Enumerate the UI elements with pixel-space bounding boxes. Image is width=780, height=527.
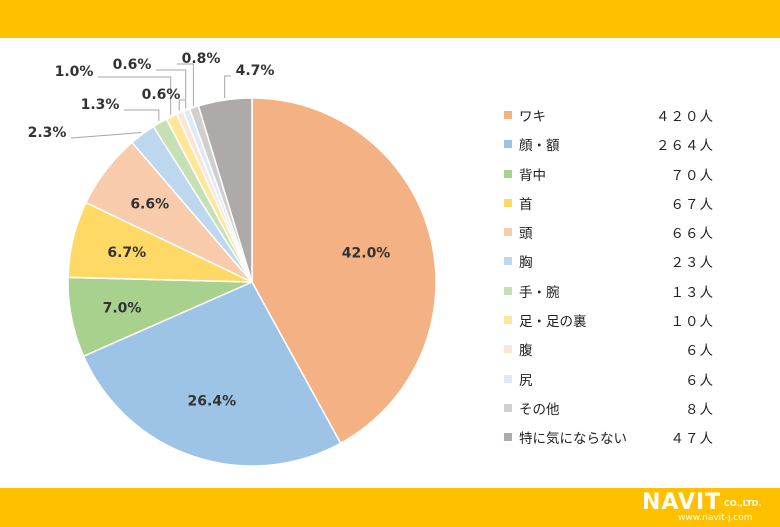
legend-label: 頭 [519, 226, 533, 243]
pie-slice [197, 97, 253, 283]
legend-swatch [504, 169, 512, 178]
legend-count: ２６４人 [656, 138, 714, 155]
legend-item: 頭 ６６人 [503, 221, 718, 250]
legend-swatch [504, 198, 512, 207]
leader-line [177, 63, 194, 106]
legend-swatch [504, 433, 512, 442]
logo-company: CO.,LTD. [724, 499, 762, 508]
pie-percent-label: 6.7% [107, 245, 146, 261]
legend-count: ４２０人 [656, 109, 714, 125]
legend-label: 足・足の裏 [519, 314, 587, 331]
legend-label: 腹 [519, 343, 533, 360]
legend-item: 胸 ２３人 [503, 250, 718, 279]
legend-item: 足・足の裏 １０人 [503, 309, 718, 338]
legend-swatch [504, 345, 512, 354]
legend-swatch [504, 374, 512, 383]
legend-count: ７０人 [670, 167, 714, 184]
top-band [0, 0, 780, 38]
pie-percent-label: 2.3% [28, 125, 67, 141]
leader-line [70, 132, 142, 139]
legend-count: ４７人 [670, 431, 714, 448]
legend-item: 首 ６７人 [503, 192, 718, 221]
leader-line [98, 76, 172, 115]
pie-percent-label: 6.6% [130, 197, 169, 213]
legend-label: 手・腕 [519, 284, 560, 301]
bottom-band [0, 488, 780, 527]
navit-logo: NAVIT CO.,LTD. www.navit-j.com [640, 490, 778, 526]
legend-count: １３人 [670, 284, 714, 301]
legend-label: 首 [519, 196, 533, 213]
legend-swatch [504, 111, 512, 119]
legend-item: 尻 ６人 [503, 368, 718, 397]
legend-swatch [504, 257, 512, 266]
legend-item: ワキ ４２０人 [503, 104, 718, 133]
pie-percent-label: 1.0% [55, 64, 94, 80]
legend-label: ワキ [519, 109, 546, 125]
legend-item: 特に気にならない ４７人 [503, 426, 718, 455]
legend-label: 特に気にならない [519, 431, 627, 448]
pie-percent-label: 0.8% [182, 51, 221, 67]
pie-slice [251, 97, 437, 445]
logo-url: www.navit-j.com [678, 513, 753, 523]
legend-label: その他 [519, 401, 560, 418]
leader-line [178, 99, 185, 111]
legend-label: 尻 [519, 372, 533, 389]
pie-percent-label: 7.0% [103, 301, 142, 317]
legend-item: 腹 ６人 [503, 338, 718, 367]
leader-line [124, 109, 160, 122]
leader-line [224, 75, 231, 99]
legend-label: 顔・額 [519, 138, 560, 155]
pie-percent-label: 26.4% [188, 394, 237, 410]
pie-percent-label: 42.0% [342, 246, 391, 262]
logo-brand: NAVIT [642, 490, 722, 515]
legend-swatch [504, 228, 512, 237]
legend-item: 顔・額 ２６４人 [503, 133, 718, 162]
pie-percent-label: 1.3% [81, 97, 120, 113]
pie-percent-label: 4.7% [236, 63, 275, 79]
legend-swatch [504, 316, 512, 325]
legend-label: 胸 [519, 255, 533, 272]
legend: ワキ ４２０人顔・額 ２６４人背中 ７０人首 ６７人頭 ６６人胸 ２３人手・腕 １３人足・足の… [503, 104, 718, 456]
legend-item: 背中 ７０人 [503, 163, 718, 192]
legend-count: ６６人 [670, 226, 714, 243]
legend-count: ８人 [685, 401, 714, 418]
legend-swatch [504, 140, 512, 149]
pie-percent-label: 0.6% [142, 87, 181, 103]
legend-count: ６７人 [670, 196, 714, 213]
pie-percent-label: 0.6% [113, 57, 152, 73]
legend-count: ６人 [685, 372, 714, 389]
legend-item: その他 ８人 [503, 397, 718, 426]
legend-count: ２３人 [670, 255, 714, 272]
legend-swatch [504, 286, 512, 295]
legend-swatch [504, 403, 512, 412]
legend-count: １０人 [670, 314, 714, 331]
leader-line [156, 69, 187, 109]
legend-count: ６人 [685, 343, 714, 360]
legend-label: 背中 [519, 167, 546, 184]
legend-item: 手・腕 １３人 [503, 280, 718, 309]
